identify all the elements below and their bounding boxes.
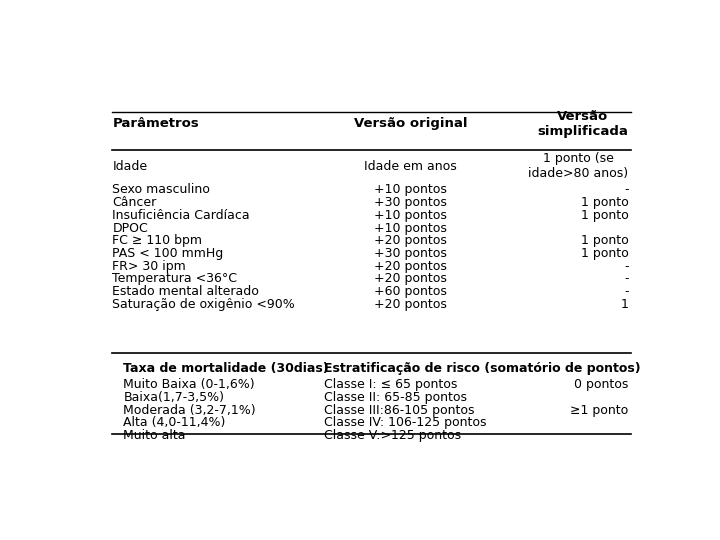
Text: +30 pontos: +30 pontos [374,247,447,260]
Text: Classe V:>125 pontos: Classe V:>125 pontos [324,429,462,442]
Text: Parâmetros: Parâmetros [112,117,199,130]
Text: +20 pontos: +20 pontos [374,273,447,286]
Text: Versão
simplificada: Versão simplificada [538,110,629,138]
Text: 1 ponto: 1 ponto [581,209,629,222]
Text: FC ≥ 110 bpm: FC ≥ 110 bpm [112,234,202,247]
Text: DPOC: DPOC [112,222,148,235]
Text: Taxa de mortalidade (30dias): Taxa de mortalidade (30dias) [124,362,329,375]
Text: Idade em anos: Idade em anos [364,160,457,173]
Text: Classe III:86-105 pontos: Classe III:86-105 pontos [324,404,475,417]
Text: Idade: Idade [112,160,148,173]
Text: 0 pontos: 0 pontos [574,379,629,392]
Text: Moderada (3,2-7,1%): Moderada (3,2-7,1%) [124,404,256,417]
Text: +30 pontos: +30 pontos [374,197,447,210]
Text: Alta (4,0-11,4%): Alta (4,0-11,4%) [124,416,226,429]
Text: -: - [624,260,629,273]
Text: -: - [624,285,629,298]
Text: -: - [624,273,629,286]
Text: Insuficiência Cardíaca: Insuficiência Cardíaca [112,209,250,222]
Text: 1 ponto: 1 ponto [581,197,629,210]
Text: Baixa(1,7-3,5%): Baixa(1,7-3,5%) [124,391,225,404]
Text: Versão original: Versão original [354,117,467,130]
Text: Câncer: Câncer [112,197,156,210]
Text: Classe IV: 106-125 pontos: Classe IV: 106-125 pontos [324,416,487,429]
Text: +10 pontos: +10 pontos [374,209,447,222]
Text: ≥1 ponto: ≥1 ponto [570,404,629,417]
Text: Classe II: 65-85 pontos: Classe II: 65-85 pontos [324,391,467,404]
Text: Sexo masculino: Sexo masculino [112,183,210,196]
Text: +20 pontos: +20 pontos [374,234,447,247]
Text: Estado mental alterado: Estado mental alterado [112,285,259,298]
Text: +10 pontos: +10 pontos [374,222,447,235]
Text: 1: 1 [621,298,629,311]
Text: FR> 30 ipm: FR> 30 ipm [112,260,186,273]
Text: Muito alta: Muito alta [124,429,186,442]
Text: Saturação de oxigênio <90%: Saturação de oxigênio <90% [112,298,295,311]
Text: Classe I: ≤ 65 pontos: Classe I: ≤ 65 pontos [324,379,458,392]
Text: Temperatura <36°C: Temperatura <36°C [112,273,238,286]
Text: +20 pontos: +20 pontos [374,260,447,273]
Text: +60 pontos: +60 pontos [374,285,447,298]
Text: 1 ponto (se
idade>80 anos): 1 ponto (se idade>80 anos) [528,152,629,180]
Text: 1 ponto: 1 ponto [581,247,629,260]
Text: +20 pontos: +20 pontos [374,298,447,311]
Text: +10 pontos: +10 pontos [374,183,447,196]
Text: PAS < 100 mmHg: PAS < 100 mmHg [112,247,224,260]
Text: -: - [624,183,629,196]
Text: 1 ponto: 1 ponto [581,234,629,247]
Text: Estratificação de risco (somatório de pontos): Estratificação de risco (somatório de po… [324,362,641,375]
Text: Muito Baixa (0-1,6%): Muito Baixa (0-1,6%) [124,379,255,392]
